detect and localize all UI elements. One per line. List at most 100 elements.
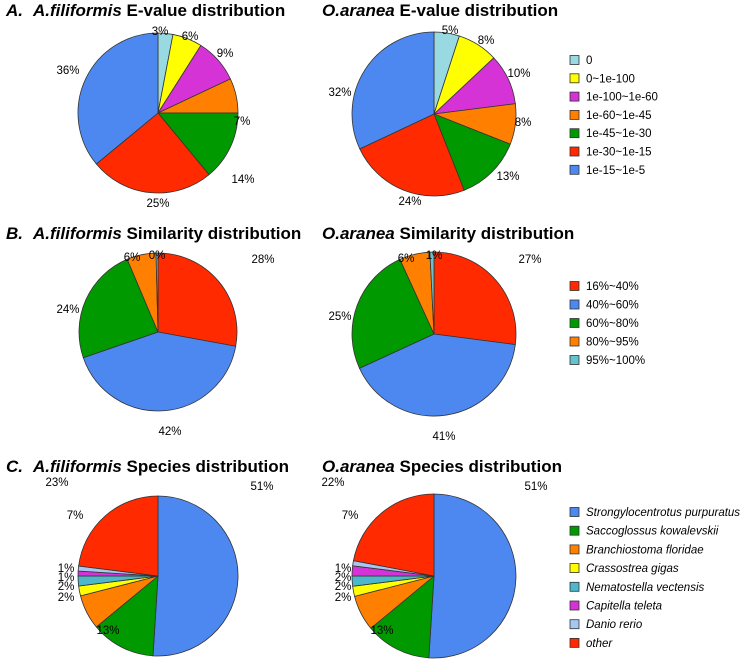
pie-chart: B. A.filiformis Similarity distribution 28…: [6, 224, 301, 438]
legend-swatch: [569, 600, 580, 611]
slice-label: 7%: [234, 116, 251, 128]
chart-title: B. A.filiformis Similarity distribution: [6, 224, 301, 243]
title-text: Similarity distribution: [122, 224, 301, 243]
pie-slice: [428, 493, 517, 659]
title-text: Similarity distribution: [395, 224, 574, 243]
slice-label: 51%: [524, 481, 547, 493]
species-name: A.filiformis: [32, 1, 122, 20]
chart-title: O.aranea E-value distribution: [322, 1, 558, 20]
slice-label: 32%: [328, 87, 351, 99]
pie-slice: [95, 575, 159, 657]
legend-label: 0: [586, 55, 592, 67]
slice-label: 2%: [335, 592, 352, 604]
slice-label: 27%: [518, 254, 541, 266]
legend-label: 1e-60~1e-45: [586, 110, 652, 122]
slice-label: 7%: [342, 510, 359, 522]
slice-label: 36%: [56, 65, 79, 77]
pie-slice: [433, 113, 511, 191]
slice-label: 6%: [398, 253, 415, 265]
pie-chart: O.aranea E-value distribution 5% 8% 10% 8% 13…: [322, 1, 558, 208]
legend-swatch: [569, 355, 580, 365]
slice-label: 25%: [328, 311, 351, 323]
slice-label: 22%: [321, 477, 344, 489]
slice-label: 2%: [58, 581, 75, 593]
title-text: E-value distribution: [122, 1, 285, 20]
legend: 0 0~1e-100 1e-100~1e-60 1e-60~1e-45 1e-45~1e…: [569, 55, 658, 177]
slice-label: 1%: [58, 563, 75, 575]
chart-title: C. A.filiformis Species distribution: [6, 457, 289, 476]
legend-swatch: [569, 563, 580, 573]
pie-slice: [82, 331, 237, 412]
pie-slice: [157, 252, 238, 347]
legend-swatch: [569, 318, 580, 328]
legend-label: 80%~95%: [586, 337, 639, 349]
panel-letter: A.: [5, 1, 23, 20]
pie-slice: [157, 112, 239, 176]
species-name: A.filiformis: [32, 457, 122, 476]
pie-slice: [433, 251, 517, 345]
slice-label: 1%: [335, 563, 352, 575]
chart-title: O.aranea Species distribution: [322, 457, 562, 476]
pie-slice: [351, 31, 435, 150]
legend-swatch: [569, 128, 580, 139]
pie-chart: C. A.filiformis Species distribution 51% 13…: [6, 457, 289, 657]
slice-label: 28%: [251, 254, 274, 266]
legend-label: Branchiostoma floridae: [586, 544, 704, 556]
legend-swatch: [569, 91, 580, 102]
legend-swatch: [569, 544, 580, 555]
species-name: A.filiformis: [32, 224, 122, 243]
pie-slice: [351, 258, 435, 369]
pie-slice: [155, 252, 159, 333]
pie-slice: [95, 112, 210, 194]
slice-label: 9%: [217, 48, 234, 60]
slice-label: 41%: [432, 431, 455, 443]
legend-label: Saccoglossus kowalevskii: [586, 526, 719, 538]
legend-label: 16%~40%: [586, 281, 639, 293]
legend-swatch: [569, 507, 580, 517]
slice-label: 1%: [426, 250, 443, 262]
legend-swatch: [569, 281, 580, 291]
legend-swatch: [569, 146, 580, 157]
legend-label: Crassostrea gigas: [586, 563, 679, 575]
legend-swatch: [569, 619, 580, 630]
slice-label: 0%: [149, 250, 166, 262]
title-text: Species distribution: [122, 457, 289, 476]
pie-chart: A. A.filiformis E-value distribution 3% 6% 9…: [5, 1, 285, 210]
legend-label: 95%~100%: [586, 355, 645, 367]
legend-label: other: [586, 638, 613, 650]
pie-chart: O.aranea Similarity distribution 27% 41% 25…: [322, 224, 574, 443]
legend-label: Nematostella vectensis: [586, 582, 704, 594]
slice-label: 25%: [146, 198, 169, 210]
species-name: O.aranea: [322, 457, 395, 476]
slice-label: 2%: [58, 592, 75, 604]
chart-title: O.aranea Similarity distribution: [322, 224, 574, 243]
slice-label: 5%: [442, 25, 459, 37]
panel-letter: B.: [6, 224, 23, 243]
species-name: O.aranea: [322, 1, 395, 20]
slice-label: 51%: [250, 481, 273, 493]
legend-swatch: [569, 525, 580, 536]
pie-chart: O.aranea Species distribution 51% 13% 7% 2% 2…: [321, 457, 562, 659]
legend-swatch: [569, 164, 580, 175]
slice-label: 6%: [124, 252, 141, 264]
title-text: Species distribution: [395, 457, 562, 476]
slice-label: 42%: [158, 426, 181, 438]
pie-slice: [78, 495, 159, 577]
slice-label: 1%: [58, 572, 75, 584]
slice-label: 24%: [398, 196, 421, 208]
slice-label: 13%: [370, 625, 393, 637]
legend-swatch: [569, 581, 580, 592]
slice-label: 24%: [56, 304, 79, 316]
legend-label: Strongylocentrotus purpuratus: [586, 507, 740, 519]
legend-label: 40%~60%: [586, 300, 639, 312]
pie-slice: [152, 495, 239, 657]
slice-label: 2%: [335, 572, 352, 584]
species-name: O.aranea: [322, 224, 395, 243]
legend-label: 1e-30~1e-15: [586, 147, 652, 159]
pie-slice: [78, 258, 159, 359]
slice-label: 6%: [182, 31, 199, 43]
legend-label: 1e-100~1e-60: [586, 92, 658, 104]
slice-label: 14%: [231, 174, 254, 186]
slice-label: 8%: [478, 35, 495, 47]
